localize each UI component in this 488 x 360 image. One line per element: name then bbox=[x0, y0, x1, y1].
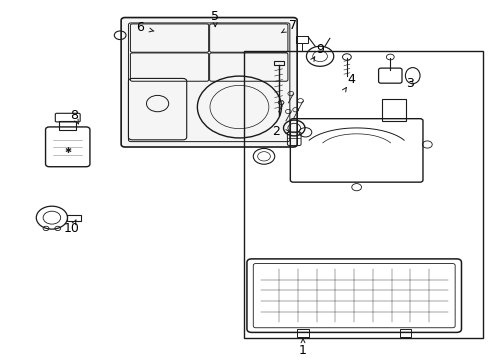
Text: 3: 3 bbox=[406, 77, 413, 90]
Bar bbox=[295, 36, 307, 43]
Text: 7: 7 bbox=[289, 19, 297, 32]
Bar bbox=[399, 329, 410, 337]
Text: 4: 4 bbox=[347, 73, 355, 86]
Text: 1: 1 bbox=[299, 344, 306, 357]
Bar bbox=[66, 215, 81, 221]
Text: 8: 8 bbox=[70, 109, 78, 122]
Text: 6: 6 bbox=[136, 21, 143, 34]
Text: 9: 9 bbox=[316, 42, 324, 55]
Bar bbox=[273, 61, 283, 65]
Text: 5: 5 bbox=[211, 10, 219, 23]
Bar bbox=[244, 51, 483, 338]
Bar bbox=[381, 99, 406, 121]
Bar bbox=[59, 121, 76, 130]
FancyBboxPatch shape bbox=[121, 18, 297, 147]
Text: 2: 2 bbox=[272, 125, 280, 138]
Text: ✱: ✱ bbox=[64, 146, 71, 155]
Text: 10: 10 bbox=[63, 222, 79, 235]
Bar bbox=[297, 329, 308, 337]
